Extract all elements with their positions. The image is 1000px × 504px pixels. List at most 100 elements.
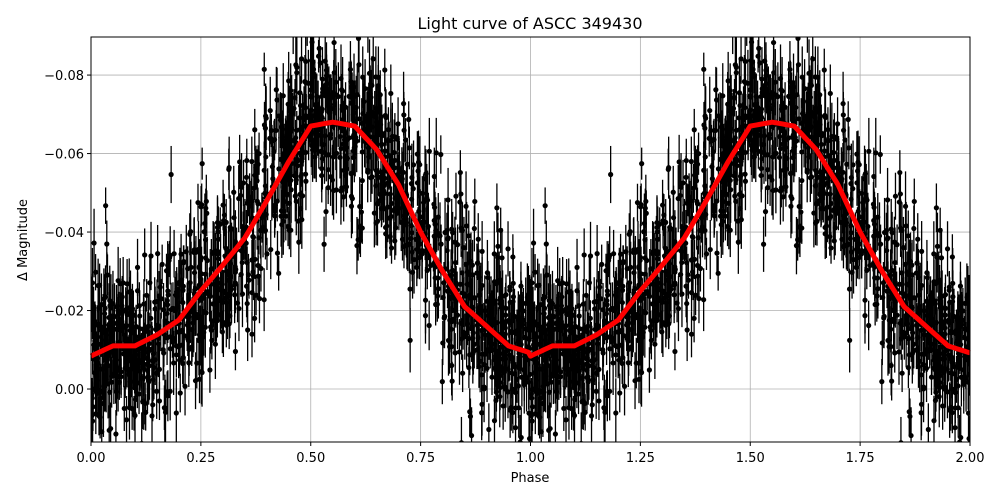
data-point	[132, 413, 137, 418]
data-point	[252, 316, 257, 321]
data-point	[373, 74, 378, 79]
data-point	[215, 318, 220, 323]
data-point	[505, 246, 510, 251]
data-point	[880, 340, 885, 345]
data-point	[314, 4, 319, 9]
data-point	[744, 19, 749, 24]
data-point	[445, 289, 450, 294]
data-point	[281, 93, 286, 98]
data-point	[966, 436, 971, 441]
data-point	[782, 105, 787, 110]
data-point	[696, 151, 701, 156]
data-point	[135, 288, 140, 293]
data-point	[149, 413, 154, 418]
data-point	[866, 323, 871, 328]
data-point	[374, 5, 379, 10]
data-point	[168, 334, 173, 339]
data-point	[407, 286, 412, 291]
data-point	[728, 228, 733, 233]
data-point	[350, 196, 355, 201]
data-point	[714, 251, 719, 256]
data-point	[707, 108, 712, 113]
data-point	[530, 404, 535, 409]
data-point	[305, 19, 310, 24]
data-point	[190, 320, 195, 325]
data-point	[427, 323, 432, 328]
data-point	[963, 375, 968, 380]
data-point	[831, 165, 836, 170]
data-point	[879, 379, 884, 384]
data-point	[372, 210, 377, 215]
data-point	[828, 91, 833, 96]
data-point	[701, 67, 706, 72]
data-point	[576, 391, 581, 396]
data-point	[96, 413, 101, 418]
data-point	[734, 158, 739, 163]
data-point	[136, 483, 141, 488]
data-point	[595, 251, 600, 256]
data-point	[122, 406, 127, 411]
data-point	[636, 332, 641, 337]
data-point	[321, 242, 326, 247]
data-point	[701, 297, 706, 302]
data-point	[873, 302, 878, 307]
data-point	[672, 292, 677, 297]
data-point	[97, 388, 102, 393]
data-point	[893, 194, 898, 199]
data-point	[884, 289, 889, 294]
data-point	[494, 205, 499, 210]
data-point	[450, 379, 455, 384]
data-point	[813, 74, 818, 79]
data-point	[291, 30, 296, 35]
data-point	[440, 379, 445, 384]
data-point	[929, 375, 934, 380]
data-point	[716, 113, 721, 118]
data-point	[485, 299, 490, 304]
data-point	[761, 242, 766, 247]
data-point	[676, 306, 681, 311]
data-point	[263, 228, 268, 233]
data-point	[702, 183, 707, 188]
data-point	[472, 199, 477, 204]
data-point	[145, 329, 150, 334]
data-point	[360, 178, 365, 183]
data-point	[911, 226, 916, 231]
data-point	[958, 299, 963, 304]
data-point	[642, 271, 647, 276]
data-point	[666, 165, 671, 170]
data-point	[157, 398, 162, 403]
data-point	[608, 172, 613, 177]
data-point	[898, 440, 903, 445]
data-point	[829, 201, 834, 206]
data-point	[442, 314, 447, 319]
data-point	[194, 360, 199, 365]
data-point	[476, 237, 481, 242]
data-point	[926, 427, 931, 432]
data-point	[742, 172, 747, 177]
data-point	[438, 152, 443, 157]
data-point	[409, 223, 414, 228]
data-point	[817, 92, 822, 97]
data-point	[889, 227, 894, 232]
data-point	[561, 406, 566, 411]
data-point	[811, 210, 816, 215]
data-point	[692, 316, 697, 321]
data-point	[873, 150, 878, 155]
data-point	[585, 329, 590, 334]
data-point	[108, 326, 113, 331]
data-point	[777, 155, 782, 160]
data-point	[639, 161, 644, 166]
data-point	[440, 340, 445, 345]
data-point	[749, 40, 754, 45]
data-point	[453, 194, 458, 199]
data-point	[328, 95, 333, 100]
data-point	[778, 188, 783, 193]
data-point	[828, 245, 833, 250]
data-point	[627, 232, 632, 237]
data-point	[147, 280, 152, 285]
data-point	[806, 71, 811, 76]
data-point	[469, 296, 474, 301]
data-point	[900, 371, 905, 376]
data-point	[753, 4, 758, 9]
data-point	[823, 115, 828, 120]
